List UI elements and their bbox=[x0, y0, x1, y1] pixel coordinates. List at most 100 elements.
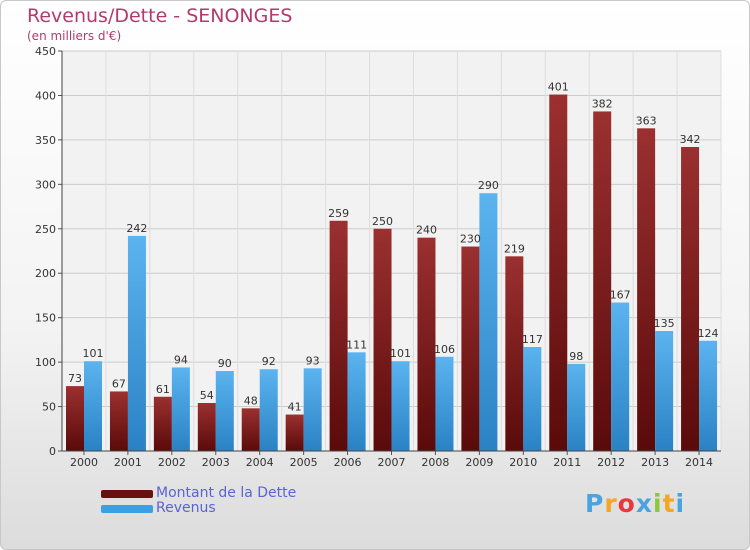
bar-revenus bbox=[523, 347, 542, 451]
bar-value-label: 48 bbox=[244, 394, 258, 407]
bar-value-label: 98 bbox=[569, 350, 583, 363]
y-tick-label: 350 bbox=[35, 134, 56, 147]
bar-value-label: 240 bbox=[416, 224, 437, 237]
bar-value-label: 230 bbox=[460, 233, 481, 246]
x-tick-label: 2010 bbox=[509, 456, 537, 469]
x-tick-label: 2012 bbox=[597, 456, 625, 469]
bar-value-label: 94 bbox=[174, 353, 188, 366]
bar-revenus bbox=[435, 356, 454, 451]
x-tick-label: 2009 bbox=[465, 456, 493, 469]
y-tick-label: 150 bbox=[35, 312, 56, 325]
bar-revenus bbox=[391, 361, 410, 451]
x-tick-label: 2006 bbox=[334, 456, 362, 469]
legend-swatch-dette bbox=[101, 490, 153, 498]
bar-value-label: 250 bbox=[372, 215, 393, 228]
bar-value-label: 259 bbox=[328, 207, 349, 220]
bar-revenus bbox=[215, 371, 234, 451]
bar-dette bbox=[417, 237, 436, 451]
bar-value-label: 73 bbox=[68, 372, 82, 385]
x-tick-label: 2004 bbox=[246, 456, 274, 469]
x-tick-label: 2013 bbox=[641, 456, 669, 469]
x-tick-label: 2003 bbox=[202, 456, 230, 469]
bar-dette bbox=[461, 246, 480, 451]
bar-value-label: 135 bbox=[654, 317, 675, 330]
bar-value-label: 111 bbox=[346, 338, 367, 351]
logo-letter: o bbox=[617, 489, 636, 518]
bar-dette bbox=[637, 128, 656, 451]
legend-label-revenus: Revenus bbox=[156, 500, 216, 516]
bar-dette bbox=[373, 228, 392, 451]
logo-letter: t bbox=[662, 489, 676, 518]
bar-dette bbox=[197, 403, 216, 451]
y-tick-label: 0 bbox=[49, 445, 56, 458]
bar-value-label: 101 bbox=[390, 347, 411, 360]
bar-revenus bbox=[84, 361, 102, 451]
bar-value-label: 342 bbox=[680, 133, 701, 146]
x-tick-label: 2014 bbox=[685, 456, 713, 469]
bar-value-label: 219 bbox=[504, 242, 525, 255]
bar-value-label: 54 bbox=[200, 389, 214, 402]
x-tick-label: 2011 bbox=[553, 456, 581, 469]
bar-value-label: 101 bbox=[83, 347, 104, 360]
bar-dette bbox=[505, 256, 524, 451]
bar-revenus bbox=[567, 363, 586, 451]
bar-value-label: 117 bbox=[522, 333, 543, 346]
bar-dette bbox=[241, 408, 260, 451]
logo-letter: x bbox=[635, 489, 653, 518]
bar-dette bbox=[153, 396, 172, 451]
bar-dette bbox=[549, 94, 568, 452]
bar-value-label: 92 bbox=[262, 355, 276, 368]
bar-value-label: 242 bbox=[126, 222, 147, 235]
bar-value-label: 90 bbox=[218, 357, 232, 370]
y-tick-label: 450 bbox=[35, 45, 56, 58]
bar-revenus bbox=[171, 367, 190, 451]
bar-value-label: 41 bbox=[288, 401, 302, 414]
bar-revenus bbox=[127, 235, 146, 451]
y-tick-label: 200 bbox=[35, 267, 56, 280]
bar-value-label: 106 bbox=[434, 343, 455, 356]
x-tick-label: 2002 bbox=[158, 456, 186, 469]
x-tick-label: 2008 bbox=[421, 456, 449, 469]
legend-label-dette: Montant de la Dette bbox=[156, 485, 297, 501]
bar-revenus bbox=[655, 331, 674, 451]
x-tick-label: 2005 bbox=[290, 456, 318, 469]
bar-value-label: 401 bbox=[548, 81, 569, 94]
bar-dette bbox=[593, 111, 612, 451]
logo-letter: i bbox=[675, 489, 686, 518]
bar-value-label: 67 bbox=[112, 377, 126, 390]
chart-subtitle: (en milliers d'€) bbox=[27, 29, 122, 43]
bar-revenus bbox=[259, 369, 278, 451]
y-tick-label: 250 bbox=[35, 223, 56, 236]
bar-value-label: 363 bbox=[636, 114, 657, 127]
y-tick-label: 50 bbox=[42, 401, 56, 414]
logo-letter: r bbox=[604, 489, 618, 518]
bar-dette bbox=[329, 220, 348, 451]
bar-revenus bbox=[303, 368, 322, 451]
bar-dette bbox=[66, 386, 84, 451]
y-tick-label: 300 bbox=[35, 178, 56, 191]
chart-title: Revenus/Dette - SENONGES bbox=[27, 5, 293, 27]
logo-letter: P bbox=[585, 489, 605, 518]
bar-dette bbox=[681, 147, 700, 451]
y-tick-label: 400 bbox=[35, 89, 56, 102]
y-tick-label: 100 bbox=[35, 356, 56, 369]
x-tick-label: 2007 bbox=[378, 456, 406, 469]
bar-value-label: 290 bbox=[478, 179, 499, 192]
logo-letter: i bbox=[653, 489, 663, 518]
x-tick-label: 2000 bbox=[70, 456, 98, 469]
legend-swatch-revenus bbox=[101, 505, 153, 513]
bar-value-label: 93 bbox=[306, 354, 320, 367]
bar-dette bbox=[285, 414, 304, 451]
proxiti-logo: Proxiti bbox=[585, 489, 685, 518]
bar-value-label: 124 bbox=[698, 327, 719, 340]
bar-value-label: 167 bbox=[610, 289, 631, 302]
bar-dette bbox=[109, 391, 128, 451]
bar-revenus bbox=[611, 302, 630, 451]
bar-revenus bbox=[479, 193, 498, 451]
x-tick-label: 2001 bbox=[114, 456, 142, 469]
bar-revenus bbox=[699, 340, 718, 451]
bar-value-label: 61 bbox=[156, 383, 170, 396]
bar-value-label: 382 bbox=[592, 97, 613, 110]
